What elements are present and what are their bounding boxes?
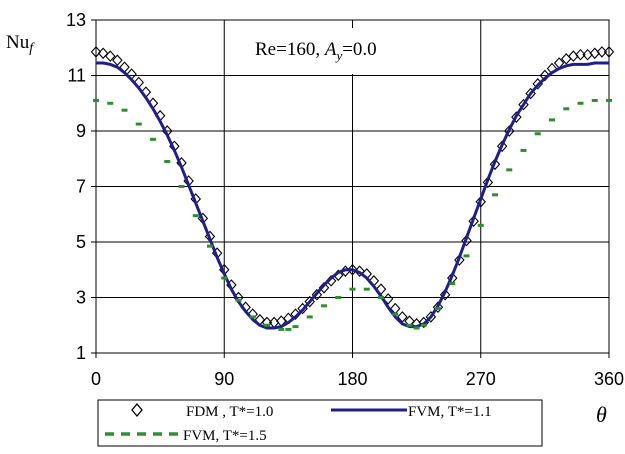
gridlines bbox=[96, 20, 609, 353]
data-point bbox=[454, 254, 465, 266]
y-tick-label: 13 bbox=[66, 10, 86, 30]
data-point bbox=[318, 281, 330, 294]
legend-item-fvm-1-5: FVM, T*=1.5 bbox=[105, 428, 267, 444]
data-point bbox=[461, 234, 472, 247]
x-tick-label: 360 bbox=[594, 369, 624, 389]
data-point bbox=[511, 111, 522, 123]
data-point bbox=[347, 263, 358, 276]
data-point bbox=[382, 293, 394, 305]
annotation-text: Re=160, Ay=0.0 bbox=[255, 39, 377, 63]
data-point bbox=[439, 288, 451, 301]
data-point bbox=[112, 54, 123, 67]
y-tick-label: 1 bbox=[76, 343, 86, 363]
data-point bbox=[475, 195, 486, 208]
y-tick-label: 5 bbox=[76, 232, 86, 252]
y-tick-label: 11 bbox=[67, 66, 86, 86]
annotation-a-letter: A bbox=[323, 39, 337, 60]
data-point bbox=[504, 125, 515, 137]
x-tick-label: 270 bbox=[466, 369, 496, 389]
annotation-re: Re=160, bbox=[255, 39, 325, 60]
data-point bbox=[496, 140, 508, 153]
x-tick-label: 180 bbox=[337, 369, 367, 389]
data-point bbox=[105, 50, 116, 62]
y-axis-label: Nuf bbox=[6, 32, 35, 56]
x-tick-label: 0 bbox=[91, 369, 101, 389]
data-point bbox=[575, 48, 586, 61]
legend-label-fvm-1-1: FVM, T*=1.1 bbox=[408, 404, 492, 420]
x-tick-label: 90 bbox=[214, 369, 234, 389]
series-layer bbox=[90, 46, 615, 331]
data-point bbox=[539, 69, 551, 82]
legend-item-fvm-1-1: FVM, T*=1.1 bbox=[331, 404, 492, 420]
series-2 bbox=[93, 98, 612, 331]
data-point bbox=[425, 311, 437, 323]
data-point bbox=[596, 46, 608, 58]
data-point bbox=[518, 98, 529, 111]
series-line bbox=[96, 61, 609, 330]
legend: FDM , T*=1.0 FVM, T*=1.1 FVM, T*=1.5 bbox=[97, 399, 543, 447]
data-point bbox=[97, 47, 109, 60]
x-axis-label: θ bbox=[596, 402, 607, 427]
data-point bbox=[354, 265, 365, 277]
data-point bbox=[482, 176, 494, 189]
legend-label-fdm: FDM , T*=1.0 bbox=[186, 404, 273, 420]
series-1 bbox=[96, 61, 609, 330]
legend-box bbox=[97, 399, 543, 447]
legend-item-fdm: FDM , T*=1.0 bbox=[131, 402, 273, 420]
data-point bbox=[489, 158, 501, 171]
y-tick-label: 3 bbox=[76, 288, 86, 308]
legend-label-fvm-1-5: FVM, T*=1.5 bbox=[183, 428, 267, 444]
annotation-a-value: =0.0 bbox=[342, 39, 376, 60]
data-point bbox=[432, 301, 444, 314]
data-point bbox=[603, 46, 615, 58]
data-point bbox=[311, 288, 323, 301]
y-axis-label-subscript: f bbox=[29, 41, 35, 56]
y-axis-label-main: Nu bbox=[6, 32, 30, 53]
data-point bbox=[468, 215, 479, 228]
y-tick-label: 7 bbox=[76, 177, 86, 197]
annotation-box bbox=[243, 28, 443, 74]
data-point bbox=[90, 46, 102, 58]
y-tick-label: 9 bbox=[76, 121, 86, 141]
legend-marker-diamond bbox=[131, 402, 143, 418]
annotation-a-subscript: y bbox=[334, 48, 342, 63]
